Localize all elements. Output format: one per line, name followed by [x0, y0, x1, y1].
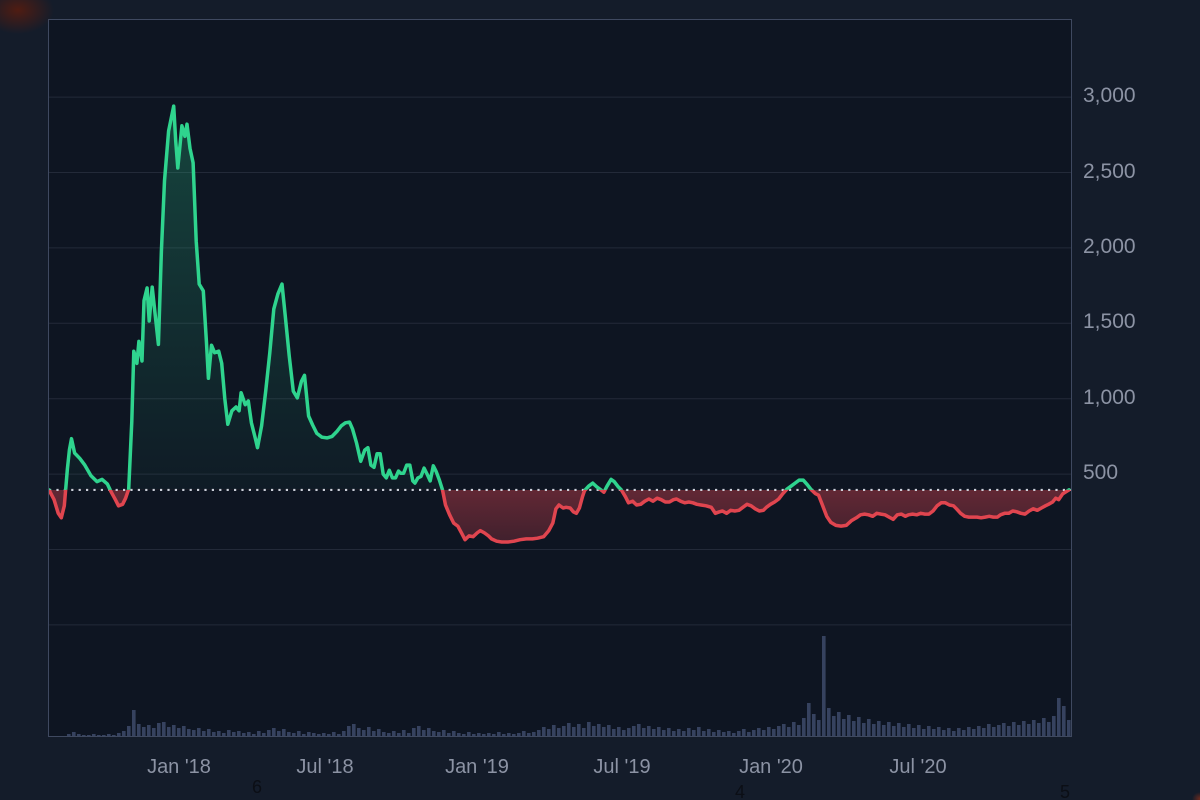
price-chart-plot-area[interactable] [48, 19, 1072, 737]
y-axis-label: 1,500 [1083, 310, 1136, 333]
y-axis-label: 500 [1083, 461, 1119, 484]
y-axis-label: 2,000 [1083, 235, 1136, 258]
y-axis: 3,000 2,500 2,000 1,500 1,000 500 [1083, 0, 1198, 800]
x-axis-label: Jan '19 [445, 756, 509, 778]
corner-smudge-top-left [0, 0, 54, 34]
stray-digit: 4 [734, 782, 746, 800]
x-axis-label: Jan '18 [147, 756, 211, 778]
x-axis-label: Jul '20 [889, 756, 947, 778]
baseline-area-chart[interactable] [49, 20, 1071, 736]
stray-digit: 6 [251, 777, 263, 797]
y-axis-label: 2,500 [1083, 160, 1136, 183]
corner-smudge-bottom-right [1192, 792, 1200, 800]
stray-digit: 5 [1059, 782, 1071, 800]
x-axis-label: Jan '20 [739, 756, 803, 778]
y-axis-label: 3,000 [1083, 84, 1136, 107]
x-axis-label: Jul '19 [593, 756, 651, 778]
x-axis: Jan '18 Jul '18 Jan '19 Jul '19 Jan '20 Jul '… [0, 752, 1200, 786]
x-axis-label: Jul '18 [296, 756, 354, 778]
y-axis-label: 1,000 [1083, 386, 1136, 409]
